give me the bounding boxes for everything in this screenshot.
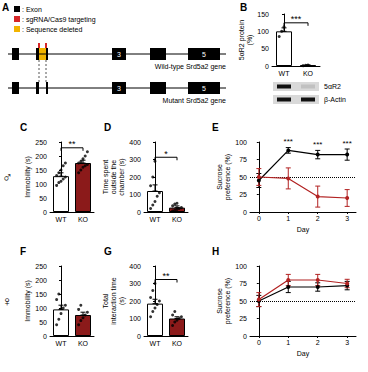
svg-text:50: 50 [239,174,247,181]
svg-text:100: 100 [129,191,141,198]
svg-text:200: 200 [129,298,141,305]
svg-text:50: 50 [261,45,269,52]
svg-text:100: 100 [35,305,47,312]
svg-text:WT: WT [56,216,68,223]
svg-text:0: 0 [43,209,47,216]
svg-text:150: 150 [35,167,47,174]
svg-text:3: 3 [117,85,121,92]
svg-text:25: 25 [239,315,247,322]
svg-text:A: A [2,2,9,13]
svg-text:KO: KO [172,216,183,223]
svg-text:75: 75 [239,280,247,287]
svg-text:150: 150 [35,291,47,298]
svg-text:1: 1 [286,339,290,346]
svg-text:Immobility (s): Immobility (s) [24,280,32,322]
svg-text:5: 5 [202,51,206,58]
svg-text:3: 3 [345,215,349,222]
svg-text:WT: WT [56,340,68,347]
svg-text:300: 300 [129,156,141,163]
svg-text:25: 25 [239,191,247,198]
svg-text:0: 0 [243,209,247,216]
svg-text:Sucrose: Sucrose [216,288,223,314]
svg-text:WT: WT [150,216,162,223]
svg-text:200: 200 [35,153,47,160]
svg-text:: sgRNA/Cas9 targeting: : sgRNA/Cas9 targeting [22,16,96,24]
svg-text:preference (%): preference (%) [224,278,232,324]
svg-text:D: D [104,122,111,133]
svg-text:0: 0 [257,339,261,346]
svg-text:KO: KO [78,340,89,347]
svg-text:3: 3 [345,339,349,346]
svg-text:100: 100 [235,139,247,146]
svg-text:**: ** [162,271,170,281]
svg-text:KO: KO [303,70,314,77]
svg-text:*: * [164,149,168,159]
svg-text:100: 100 [35,181,47,188]
svg-text:***: *** [342,139,351,148]
svg-text:E: E [212,122,219,133]
svg-text:5αR2: 5αR2 [324,83,341,90]
svg-text:0: 0 [137,333,141,340]
svg-text:outside the: outside the [110,160,117,194]
svg-text:50: 50 [39,195,47,202]
svg-text:Total: Total [102,293,109,308]
svg-text:Immobility (s): Immobility (s) [24,156,32,198]
svg-text:Day: Day [297,350,310,358]
svg-text:0: 0 [243,333,247,340]
svg-text:250: 250 [35,263,47,270]
svg-text:200: 200 [129,174,141,181]
svg-text:0: 0 [43,333,47,340]
svg-text:75: 75 [239,156,247,163]
svg-text:0: 0 [265,63,269,70]
svg-text:Day: Day [297,226,310,234]
svg-text:50: 50 [239,298,247,305]
svg-text:50: 50 [39,319,47,326]
svg-text:G: G [104,246,112,257]
svg-text:interaction time: interaction time [110,277,117,325]
svg-text:3: 3 [117,51,121,58]
svg-text:F: F [20,246,26,257]
svg-text:5: 5 [202,85,206,92]
svg-text:100: 100 [257,28,269,35]
svg-text:♂: ♂ [2,169,13,185]
svg-text:**: ** [68,139,76,149]
svg-text:preference (%): preference (%) [224,154,232,200]
svg-text:250: 250 [35,139,47,146]
svg-text:KO: KO [172,340,183,347]
svg-text:0: 0 [257,215,261,222]
svg-text:1: 1 [286,215,290,222]
svg-text:C: C [20,122,27,133]
svg-text:: Exon: : Exon [22,6,42,13]
svg-text:♀: ♀ [2,293,13,309]
svg-text:100: 100 [129,315,141,322]
svg-text:β-Actin: β-Actin [324,96,346,104]
svg-text:KO: KO [78,216,89,223]
svg-text:300: 300 [129,280,141,287]
svg-text:2: 2 [316,339,320,346]
svg-text:0: 0 [137,209,141,216]
svg-text:***: *** [313,140,322,149]
svg-text:Mutant Srd5a2 gene: Mutant Srd5a2 gene [163,97,227,105]
svg-text:2: 2 [316,215,320,222]
svg-text:: Sequence deleted: : Sequence deleted [22,26,82,34]
svg-text:Wild-type Srd5a2 gene: Wild-type Srd5a2 gene [155,63,226,71]
svg-text:chamber (s): chamber (s) [118,158,126,195]
svg-text:(s): (s) [118,297,126,305]
svg-text:100: 100 [235,263,247,270]
svg-text:WT: WT [150,340,162,347]
svg-text:Sucrose: Sucrose [216,164,223,190]
svg-text:400: 400 [129,139,141,146]
svg-text:H: H [212,246,219,257]
svg-text:***: *** [291,14,302,24]
svg-text:400: 400 [129,263,141,270]
svg-text:Time spent: Time spent [102,160,110,194]
svg-text:5αR2 protein: 5αR2 protein [238,20,246,60]
svg-text:(%): (%) [246,35,254,46]
svg-text:WT: WT [279,70,291,77]
svg-text:200: 200 [35,277,47,284]
svg-text:B: B [240,2,247,13]
svg-text:150: 150 [257,11,269,18]
svg-text:***: *** [284,137,293,146]
